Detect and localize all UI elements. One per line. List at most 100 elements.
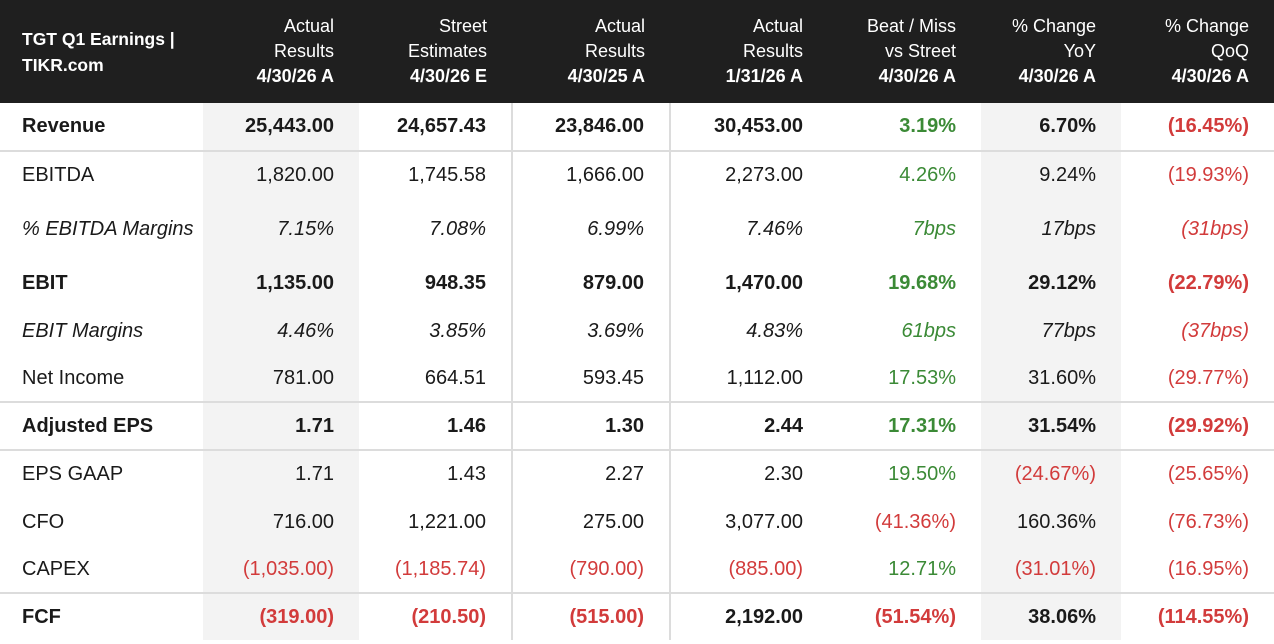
value-cell: 2.44 <box>670 401 828 450</box>
table-row: CFO 716.00 1,221.00 275.00 3,077.00 (41.… <box>0 498 1274 546</box>
value-cell: (885.00) <box>728 557 804 580</box>
value-cell: 1,112.00 <box>726 366 803 389</box>
value-cell: (16.45%) <box>1167 115 1249 137</box>
value-cell: 1,666.00 <box>511 150 671 199</box>
value-cell: 2,273.00 <box>670 150 828 199</box>
value-cell: 3,077.00 <box>725 510 803 533</box>
value-cell: 593.45 <box>511 355 671 402</box>
value-cell: (31.01%) <box>981 546 1121 593</box>
value-cell: (41.36%) <box>874 510 956 533</box>
value-cell: 24,657.43 <box>397 115 486 137</box>
col-header: Actual Results 4/30/26 A <box>203 0 359 103</box>
row-label: Revenue <box>22 115 106 137</box>
value-cell: 1,470.00 <box>725 271 803 294</box>
value-cell: 31.60% <box>981 355 1121 402</box>
value-cell: 17.31% <box>828 401 981 450</box>
row-label: CFO <box>22 510 65 533</box>
value-cell: (31bps) <box>1181 217 1249 240</box>
value-cell: 6.99% <box>511 199 671 259</box>
row-label: EBIT Margins <box>22 319 144 342</box>
row-label: Net Income <box>22 366 125 389</box>
value-cell: 38.06% <box>981 592 1121 640</box>
col-header-line2: Results <box>742 41 803 61</box>
value-cell: 2,192.00 <box>670 592 828 640</box>
col-header-line2: Results <box>273 41 334 61</box>
value-cell: 29.12% <box>981 259 1121 307</box>
col-header-date: 4/30/26 E <box>409 66 487 86</box>
value-cell: (515.00) <box>511 592 671 640</box>
col-header-date: 4/30/25 A <box>567 66 645 86</box>
value-cell: 19.68% <box>888 271 956 294</box>
value-cell: 19.50% <box>828 449 981 498</box>
value-cell: 4.26% <box>828 150 981 199</box>
col-header-date: 4/30/26 A <box>878 66 956 86</box>
header-row: TGT Q1 Earnings | TIKR.com Actual Results… <box>0 0 1274 103</box>
row-label: EPS GAAP <box>0 449 203 498</box>
value-cell: 77bps <box>981 307 1121 355</box>
table-row: Revenue 25,443.00 24,657.43 23,846.00 30… <box>0 103 1274 151</box>
value-cell: 3.69% <box>511 307 671 355</box>
value-cell: 17.53% <box>888 366 956 389</box>
col-header: % Change YoY 4/30/26 A <box>981 0 1121 103</box>
value-cell: 275.00 <box>511 498 671 546</box>
value-cell: 2.30 <box>670 449 828 498</box>
table-row: FCF (319.00) (210.50) (515.00) 2,192.00 … <box>0 592 1274 640</box>
value-cell: 1,221.00 <box>408 510 486 533</box>
value-cell: (25.65%) <box>1121 449 1274 498</box>
row-label: % EBITDA Margins <box>22 217 194 240</box>
col-header-line1: % Change <box>1164 16 1249 36</box>
value-cell: 160.36% <box>981 498 1121 546</box>
value-cell: 23,846.00 <box>511 103 671 151</box>
value-cell: 31.54% <box>981 401 1121 450</box>
col-header-line2: QoQ <box>1210 41 1249 61</box>
table-row: % EBITDA Margins 7.15% 7.08% 6.99% 7.46%… <box>0 199 1274 259</box>
value-cell: 1,135.00 <box>203 259 359 307</box>
value-cell: 1.71 <box>203 449 359 498</box>
value-cell: (319.00) <box>203 592 359 640</box>
value-cell: 1,745.58 <box>359 150 512 199</box>
col-header-line1: Actual <box>594 16 645 36</box>
value-cell: 9.24% <box>981 150 1121 199</box>
col-header: % Change QoQ 4/30/26 A <box>1121 0 1274 103</box>
value-cell: 7.15% <box>203 199 359 259</box>
value-cell: 716.00 <box>203 498 359 546</box>
row-label: EBITDA <box>0 150 203 199</box>
col-header: Street Estimates 4/30/26 E <box>359 0 512 103</box>
col-header: Actual Results 1/31/26 A <box>670 0 828 103</box>
value-cell: 3.19% <box>899 115 956 137</box>
col-header-line1: Beat / Miss <box>866 16 956 36</box>
value-cell: 6.70% <box>981 103 1121 151</box>
col-header-date: 1/31/26 A <box>725 66 803 86</box>
col-header-date: 4/30/26 A <box>1171 66 1249 86</box>
col-header: Beat / Miss vs Street 4/30/26 A <box>828 0 981 103</box>
value-cell: 1.30 <box>511 401 671 450</box>
value-cell: 4.46% <box>203 307 359 355</box>
value-cell: 30,453.00 <box>714 115 803 137</box>
col-header-line2: YoY <box>1063 41 1096 61</box>
table-row: EPS GAAP 1.71 1.43 2.27 2.30 19.50% (24.… <box>0 449 1274 498</box>
value-cell: 1.43 <box>359 449 512 498</box>
value-cell: 4.83% <box>746 319 803 342</box>
value-cell: 7.46% <box>746 217 803 240</box>
col-header-line2: Results <box>584 41 645 61</box>
value-cell: 7.08% <box>429 217 486 240</box>
table-row: Adjusted EPS 1.71 1.46 1.30 2.44 17.31% … <box>0 401 1274 450</box>
value-cell: (37bps) <box>1181 319 1249 342</box>
value-cell: 1.71 <box>203 401 359 450</box>
table-row: EBIT 1,135.00 948.35 879.00 1,470.00 19.… <box>0 259 1274 307</box>
col-header-date: 4/30/26 A <box>256 66 334 86</box>
col-header-line1: Actual <box>752 16 803 36</box>
value-cell: (19.93%) <box>1121 150 1274 199</box>
value-cell: 3.85% <box>429 319 486 342</box>
row-label: CAPEX <box>22 557 90 580</box>
table-row: EBITDA 1,820.00 1,745.58 1,666.00 2,273.… <box>0 150 1274 199</box>
value-cell: 664.51 <box>424 366 486 389</box>
value-cell: (29.77%) <box>1167 366 1249 389</box>
value-cell: (22.79%) <box>1167 271 1249 294</box>
value-cell: 17bps <box>981 199 1121 259</box>
value-cell: (1,185.74) <box>394 557 486 580</box>
value-cell: 25,443.00 <box>203 103 359 151</box>
col-header-line1: Actual <box>283 16 334 36</box>
value-cell: (24.67%) <box>981 449 1121 498</box>
